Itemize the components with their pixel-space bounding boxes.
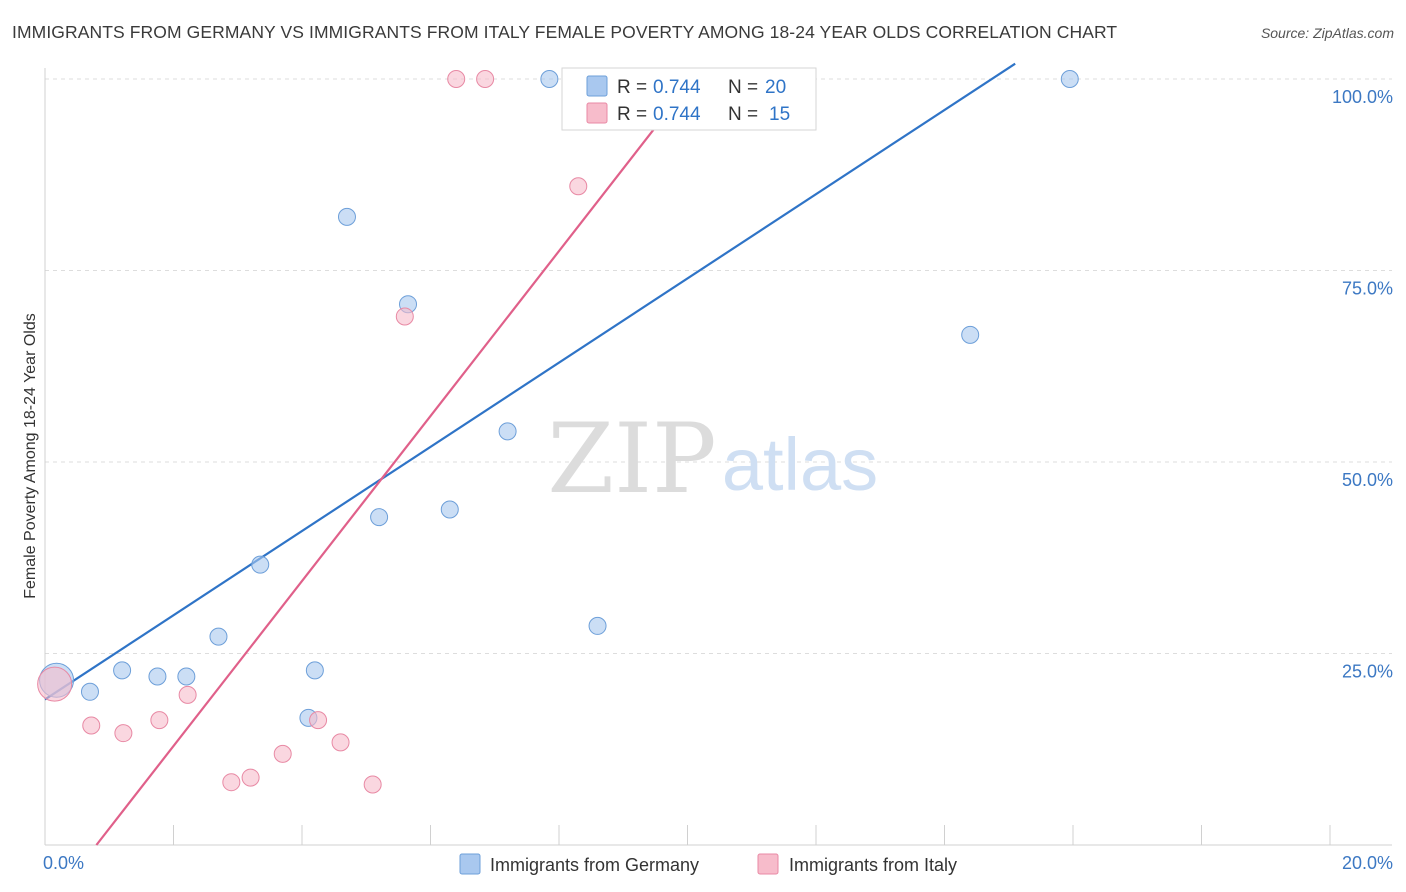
series-legend: Immigrants from Germany Immigrants from … bbox=[459, 853, 957, 875]
data-point-germany bbox=[177, 667, 196, 686]
data-point-italy bbox=[395, 307, 414, 326]
trend-line-germany bbox=[44, 62, 1016, 701]
points-layer bbox=[37, 70, 1079, 794]
x-tick-label: 0.0% bbox=[43, 853, 84, 873]
stats-legend: R = 0.744 N = 20 R = 0.744 N = 15 bbox=[561, 67, 817, 131]
data-point-germany bbox=[80, 682, 99, 701]
series-legend-label-italy: Immigrants from Italy bbox=[789, 855, 957, 875]
data-point-italy bbox=[331, 733, 350, 752]
data-point-italy bbox=[114, 724, 133, 743]
y-tick-label: 25.0% bbox=[1342, 662, 1393, 682]
data-point-germany bbox=[370, 508, 389, 527]
stats-legend-r-value-italy: 0.744 bbox=[653, 104, 701, 125]
data-point-italy bbox=[37, 666, 73, 702]
trend-layer bbox=[44, 62, 1016, 846]
data-point-italy bbox=[309, 711, 328, 730]
y-tick-label: 100.0% bbox=[1332, 87, 1393, 107]
trend-line-italy bbox=[95, 93, 682, 846]
y-tick-label: 50.0% bbox=[1342, 470, 1393, 490]
data-point-germany bbox=[961, 325, 980, 344]
grid-layer bbox=[45, 78, 1392, 654]
data-point-germany bbox=[305, 661, 324, 680]
stats-legend-r-label-germany: R = bbox=[617, 77, 647, 98]
data-point-germany bbox=[1060, 70, 1079, 88]
series-legend-swatch-germany bbox=[459, 853, 481, 875]
data-point-germany bbox=[251, 555, 270, 574]
stats-legend-n-value-italy: 15 bbox=[769, 104, 790, 125]
watermark-zip: ZIP bbox=[547, 403, 716, 515]
y-tick-label: 75.0% bbox=[1342, 279, 1393, 299]
stats-legend-n-label-germany: N = bbox=[728, 77, 758, 98]
y-axis-label: Female Poverty Among 18-24 Year Olds bbox=[22, 313, 39, 599]
watermark: ZIP atlas bbox=[547, 403, 878, 515]
data-point-italy bbox=[569, 177, 588, 196]
data-point-germany bbox=[498, 422, 517, 441]
data-point-italy bbox=[150, 711, 169, 730]
data-point-germany bbox=[209, 627, 228, 646]
data-point-italy bbox=[447, 70, 466, 88]
data-point-italy bbox=[241, 768, 260, 787]
data-point-italy bbox=[178, 685, 197, 704]
data-point-germany bbox=[440, 500, 459, 519]
stats-legend-r-value-germany: 0.744 bbox=[653, 77, 701, 98]
data-point-germany bbox=[588, 616, 607, 635]
x-tick-label: 20.0% bbox=[1342, 853, 1393, 873]
stats-legend-r-label-italy: R = bbox=[617, 104, 647, 125]
data-point-germany bbox=[148, 667, 167, 686]
data-point-italy bbox=[363, 775, 382, 794]
data-point-italy bbox=[476, 70, 495, 88]
series-legend-label-germany: Immigrants from Germany bbox=[490, 855, 699, 875]
data-point-italy bbox=[222, 773, 241, 792]
series-legend-swatch-italy bbox=[757, 853, 779, 875]
stats-legend-swatch-germany bbox=[586, 75, 608, 97]
data-point-italy bbox=[82, 716, 101, 735]
data-point-germany bbox=[540, 70, 559, 88]
data-point-italy bbox=[273, 744, 292, 763]
watermark-atlas: atlas bbox=[722, 423, 878, 506]
data-point-germany bbox=[337, 207, 356, 226]
data-point-germany bbox=[113, 661, 132, 680]
chart-source: Source: ZipAtlas.com bbox=[1260, 25, 1394, 41]
stats-legend-n-value-germany: 20 bbox=[765, 77, 786, 98]
axis-layer: 0.0% 20.0% 25.0% 50.0% 75.0% 100.0% bbox=[43, 68, 1393, 873]
stats-legend-n-label-italy: N = bbox=[728, 104, 758, 125]
stats-legend-swatch-italy bbox=[586, 102, 608, 124]
chart-title: IMMIGRANTS FROM GERMANY VS IMMIGRANTS FR… bbox=[12, 22, 1118, 42]
